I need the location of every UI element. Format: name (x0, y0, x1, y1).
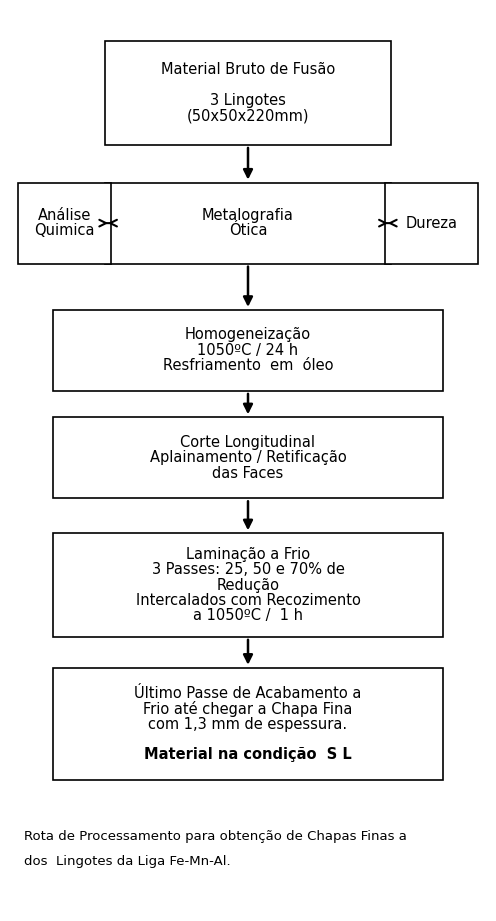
Text: 1050ºC / 24 h: 1050ºC / 24 h (197, 343, 299, 358)
Text: Resfriamento  em  óleo: Resfriamento em óleo (163, 358, 333, 373)
Text: Material Bruto de Fusão: Material Bruto de Fusão (161, 63, 335, 77)
Text: com 1,3 mm de espessura.: com 1,3 mm de espessura. (148, 717, 348, 731)
Text: Análise: Análise (38, 208, 91, 223)
Bar (53, 309, 443, 391)
Text: das Faces: das Faces (212, 466, 284, 481)
Bar (53, 417, 443, 498)
Text: Rota de Processamento para obtenção de Chapas Finas a: Rota de Processamento para obtenção de C… (24, 830, 407, 843)
Bar (53, 668, 443, 780)
Bar (18, 182, 111, 263)
Text: Frio até chegar a Chapa Fina: Frio até chegar a Chapa Fina (143, 701, 353, 717)
Text: Intercalados com Recozimento: Intercalados com Recozimento (135, 593, 361, 608)
Text: dos  Lingotes da Liga Fe-Mn-Al.: dos Lingotes da Liga Fe-Mn-Al. (24, 856, 231, 869)
Text: Corte Longitudinal: Corte Longitudinal (181, 435, 315, 449)
Text: Laminação a Frio: Laminação a Frio (186, 547, 310, 562)
Text: a 1050ºC /  1 h: a 1050ºC / 1 h (193, 609, 303, 624)
Text: Dureza: Dureza (405, 216, 457, 230)
Text: Redução: Redução (216, 577, 280, 592)
Text: Homogeneização: Homogeneização (185, 328, 311, 343)
Text: Aplainamento / Retificação: Aplainamento / Retificação (150, 450, 346, 465)
Text: 3 Lingotes: 3 Lingotes (210, 93, 286, 109)
Text: Material na condição  S L: Material na condição S L (144, 748, 352, 763)
Text: Quimica: Quimica (34, 223, 95, 239)
Text: Último Passe de Acabamento a: Último Passe de Acabamento a (134, 685, 362, 701)
Bar (385, 182, 478, 263)
Text: 3 Passes: 25, 50 e 70% de: 3 Passes: 25, 50 e 70% de (152, 562, 344, 577)
Bar (53, 533, 443, 637)
Bar (105, 182, 391, 263)
Text: (50x50x220mm): (50x50x220mm) (187, 109, 309, 123)
Text: Metalografia: Metalografia (202, 208, 294, 223)
Bar (105, 41, 391, 145)
Text: Ótica: Ótica (229, 223, 267, 239)
